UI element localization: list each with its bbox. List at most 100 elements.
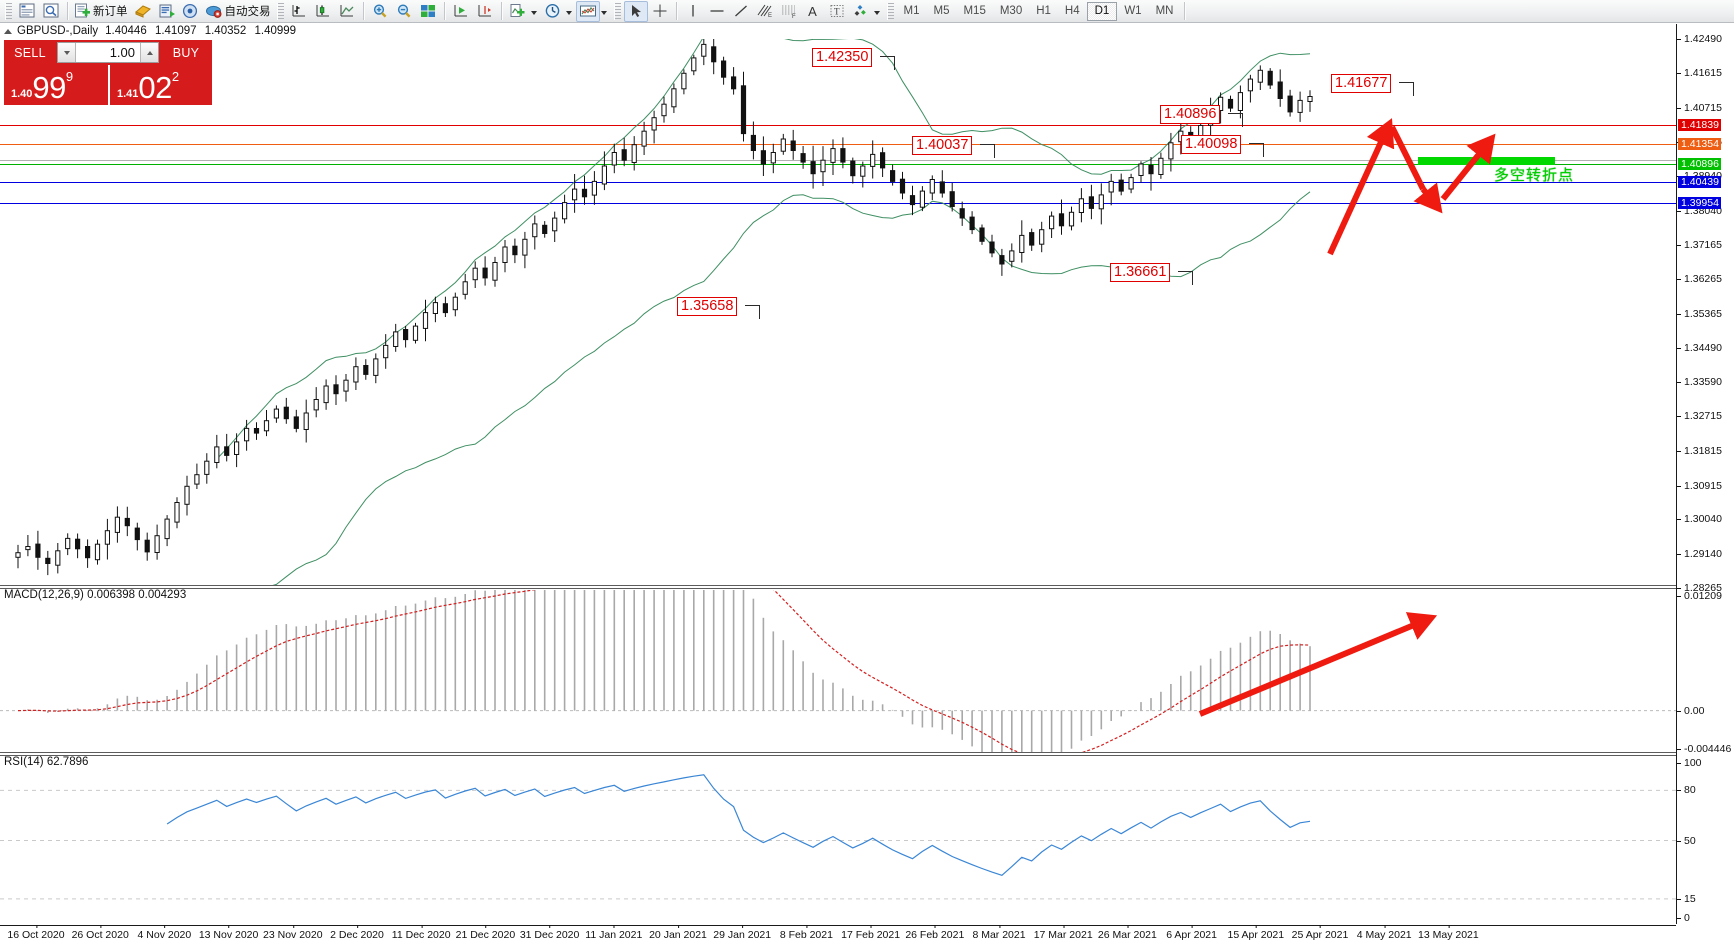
rsi-series	[0, 774, 1676, 900]
buy-label[interactable]: BUY	[172, 45, 200, 60]
shapes-icon[interactable]	[849, 1, 873, 22]
sell-price-fraction: 9	[65, 69, 74, 84]
rsi-pane[interactable]	[0, 757, 1676, 924]
date-tick: 8 Feb 2021	[779, 925, 833, 941]
period-dropdown-caret[interactable]	[565, 10, 572, 15]
current-price-label: 1.40896	[1678, 158, 1721, 170]
buy-price-fraction: 2	[171, 69, 180, 84]
trendline-icon[interactable]	[729, 1, 753, 22]
crosshair-icon[interactable]	[648, 1, 672, 22]
annotation-connector-v	[1192, 271, 1193, 285]
price-tick: 1.37165	[1677, 239, 1722, 251]
chinese-annotation-label: 多空转折点	[1494, 167, 1575, 184]
toolbar-grip-3[interactable]	[613, 2, 621, 20]
auto-scroll-icon[interactable]	[449, 1, 473, 22]
zoom-out-icon[interactable]	[392, 1, 416, 22]
new-order-button[interactable]: 新订单	[72, 1, 131, 22]
timeframe-mn[interactable]: MN	[1155, 5, 1174, 17]
templates-icon[interactable]	[575, 0, 600, 22]
equidistant-channel-icon[interactable]: E	[753, 1, 777, 22]
volume-decrease-button[interactable]	[58, 43, 76, 62]
price-annotation-box[interactable]: 1.35658	[677, 297, 738, 316]
annotation-connector-v	[1263, 143, 1264, 157]
date-tick: 15 Apr 2021	[1227, 925, 1285, 941]
timeframe-h4[interactable]: H4	[1064, 5, 1080, 17]
price-annotation-box[interactable]: 1.40098	[1181, 135, 1242, 154]
date-tick: 2 Dec 2020	[330, 925, 384, 941]
bar-chart-icon[interactable]	[287, 1, 311, 22]
timeframe-m30[interactable]: M30	[999, 5, 1023, 17]
date-tick: 17 Mar 2021	[1033, 925, 1093, 941]
timeframe-m1[interactable]: M1	[903, 5, 920, 17]
date-tick: 25 Apr 2021	[1291, 925, 1349, 941]
price-tick: 1.29140	[1677, 548, 1722, 560]
templates-dropdown-caret[interactable]	[600, 10, 607, 15]
price-annotation-box[interactable]: 1.40037	[912, 136, 973, 155]
zoom-in-icon[interactable]	[368, 1, 392, 22]
shapes-dropdown-caret[interactable]	[873, 10, 880, 15]
pane-divider-2[interactable]	[0, 752, 1676, 756]
timeframe-m5[interactable]: M5	[933, 5, 950, 17]
one-click-trading-panel[interactable]: SELL 1.00 BUY 1.40 99 9 1.41 02 2	[4, 40, 212, 105]
macd-pane[interactable]	[0, 590, 1676, 755]
date-tick: 26 Feb 2021	[905, 925, 965, 941]
annotation-connector	[1178, 271, 1192, 272]
sell-price-button[interactable]: 1.40 99 9	[4, 65, 108, 105]
horizontal-line-icon[interactable]	[705, 1, 729, 22]
volume-increase-button[interactable]	[140, 43, 158, 62]
volume-stepper[interactable]: 1.00	[57, 42, 159, 63]
indicators-dropdown-caret[interactable]	[530, 10, 537, 15]
metaeditor-icon[interactable]	[131, 1, 155, 22]
pane-divider-1[interactable]	[0, 585, 1676, 589]
annotation-connector-v	[1413, 82, 1414, 96]
rsi-tick: 80	[1677, 784, 1696, 796]
time-scale-axis[interactable]: 16 Oct 2020 26 Oct 2020 4 Nov 2020 13 Nov 2…	[0, 925, 1676, 944]
buy-price-button[interactable]: 1.41 02 2	[108, 65, 212, 105]
chart-symbol-header: GBPUSD-,Daily 1.40446 1.41097 1.40352 1.…	[0, 24, 1734, 38]
price-annotation-box[interactable]: 1.41677	[1331, 74, 1392, 93]
date-tick: 20 Jan 2021	[649, 925, 707, 941]
toolbar-grip[interactable]	[5, 2, 12, 20]
text-label-icon[interactable]: T	[825, 1, 849, 22]
market-watch-icon[interactable]	[15, 1, 39, 22]
toolbar-grip-2[interactable]	[276, 2, 284, 20]
timeframe-h1[interactable]: H1	[1036, 5, 1051, 17]
date-tick: 13 May 2021	[1418, 925, 1479, 941]
timeframe-m15[interactable]: M15	[963, 5, 986, 17]
ohlc-low: 1.40352	[204, 25, 247, 37]
level-line-orange	[0, 144, 1676, 145]
text-icon[interactable]: A	[808, 3, 817, 19]
annotation-connector-v	[894, 56, 895, 70]
navigator-icon[interactable]	[179, 1, 203, 22]
collapse-triangle-icon[interactable]	[4, 28, 12, 34]
price-scale-axis[interactable]: 1.424901.416151.407151.398151.389401.380…	[1676, 24, 1734, 924]
macd-tick: 0.01209	[1677, 590, 1722, 602]
volume-input[interactable]: 1.00	[109, 45, 135, 60]
data-window-icon[interactable]	[39, 1, 63, 22]
current-price-label: 1.41354	[1678, 138, 1721, 150]
timeframe-d1[interactable]: D1	[1086, 1, 1118, 21]
price-annotation-box[interactable]: 1.36661	[1110, 263, 1171, 282]
sell-label[interactable]: SELL	[14, 45, 46, 60]
tile-windows-icon[interactable]	[416, 1, 440, 22]
one-click-trading-quotes: 1.40 99 9 1.41 02 2	[4, 65, 212, 105]
vertical-line-icon[interactable]	[681, 1, 705, 22]
price-annotation-box[interactable]: 1.42350	[812, 48, 873, 67]
rsi-indicator-label: RSI(14) 62.7896	[4, 756, 89, 768]
cursor-icon[interactable]	[623, 0, 648, 22]
fibonacci-retracement-icon[interactable]: F	[777, 1, 801, 22]
toolbar-separator-2	[362, 2, 364, 20]
timeframe-w1[interactable]: W1	[1124, 5, 1142, 17]
candlestick-chart-icon[interactable]	[311, 1, 335, 22]
autotrading-button[interactable]: 自动交易	[203, 1, 274, 22]
toolbar-grip-4[interactable]	[886, 2, 894, 20]
chart-shift-icon[interactable]	[473, 1, 497, 22]
price-chart-pane[interactable]: 多空转折点	[0, 39, 1676, 588]
price-annotation-box[interactable]: 1.40896	[1160, 105, 1221, 124]
macd-tick: -0.004446	[1677, 743, 1731, 755]
period-icon[interactable]	[541, 1, 565, 22]
line-chart-icon[interactable]	[335, 1, 359, 22]
strategy-tester-icon[interactable]	[155, 1, 179, 22]
annotation-connector	[1228, 113, 1242, 114]
indicators-icon[interactable]	[506, 1, 530, 22]
